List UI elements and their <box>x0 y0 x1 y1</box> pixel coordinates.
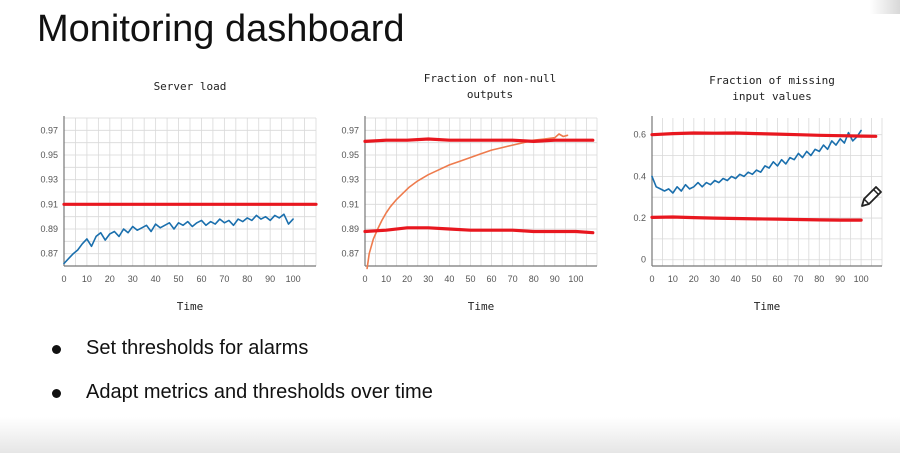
bullet-item: Adapt metrics and thresholds over time <box>48 374 433 418</box>
x-tick-label: 70 <box>508 274 518 284</box>
chart-server-load: 0.87 0.89 0.91 0.93 0.95 0.97 0 10 20 30 40 50 60 70 8… <box>40 80 318 313</box>
x-tick-label: 90 <box>835 274 845 284</box>
x-tick-label: 10 <box>668 274 678 284</box>
y-tick-label: 0.95 <box>341 150 359 160</box>
y-tick-label: 0.91 <box>341 199 359 209</box>
y-tick-label: 0.97 <box>341 125 359 135</box>
x-tick-label: 70 <box>793 274 803 284</box>
y-tick-label: 0.89 <box>40 224 58 234</box>
threshold-line <box>650 131 878 138</box>
y-tick-label: 0.89 <box>341 224 359 234</box>
chart-title: input values <box>732 90 811 103</box>
x-tick-label: 60 <box>487 274 497 284</box>
corner-decoration <box>870 0 900 14</box>
y-tick-label: 0.93 <box>341 175 359 185</box>
y-tick-label: 0.93 <box>40 175 58 185</box>
x-tick-label: 50 <box>465 274 475 284</box>
y-tick-label: 0.95 <box>40 150 58 160</box>
x-tick-label: 0 <box>61 274 66 284</box>
bullet-list: Set thresholds for alarms Adapt metrics … <box>48 330 433 418</box>
x-tick-label: 30 <box>423 274 433 284</box>
metric-line <box>366 133 569 270</box>
chart-title: Fraction of non-null <box>424 72 556 85</box>
x-tick-label: 90 <box>550 274 560 284</box>
x-tick-label: 50 <box>752 274 762 284</box>
x-tick-label: 100 <box>286 274 301 284</box>
y-tick-label: 0.87 <box>40 249 58 259</box>
bullet-dot <box>52 389 61 398</box>
x-tick-label: 80 <box>529 274 539 284</box>
x-tick-label: 80 <box>814 274 824 284</box>
chart-title: Fraction of missing <box>709 74 835 87</box>
x-tick-label: 40 <box>731 274 741 284</box>
x-tick-label: 60 <box>772 274 782 284</box>
x-tick-label: 10 <box>381 274 391 284</box>
y-tick-label: 0.2 <box>633 213 646 223</box>
x-axis-label: Time <box>468 300 495 313</box>
pencil-icon <box>861 186 882 207</box>
x-tick-label: 100 <box>854 274 869 284</box>
x-tick-label: 90 <box>265 274 275 284</box>
video-bottom-bar <box>0 417 900 453</box>
threshold-line <box>363 226 595 235</box>
x-tick-label: 20 <box>105 274 115 284</box>
x-axis-label: Time <box>177 300 204 313</box>
bullet-dot <box>52 345 61 354</box>
x-tick-label: 0 <box>649 274 654 284</box>
chart-fraction-missing-input-values: 0 0.2 0.4 0.6 0 10 20 30 40 50 60 70 80 90 100 Fraction… <box>633 74 883 313</box>
x-tick-label: 20 <box>402 274 412 284</box>
bullet-text: Set thresholds for alarms <box>86 337 309 359</box>
x-tick-label: 100 <box>568 274 583 284</box>
y-tick-label: 0.97 <box>40 125 58 135</box>
metric-line <box>63 213 294 265</box>
x-tick-label: 10 <box>82 274 92 284</box>
chart-fraction-non-null-outputs: 0.87 0.89 0.91 0.93 0.95 0.97 0 10 20 30 40 50 60 70 8… <box>341 72 598 313</box>
threshold-line <box>363 137 595 144</box>
x-tick-label: 40 <box>444 274 454 284</box>
x-axis-label: Time <box>754 300 781 313</box>
bullet-text: Adapt metrics and thresholds over time <box>86 381 433 403</box>
x-tick-label: 30 <box>710 274 720 284</box>
threshold-line <box>650 215 863 222</box>
chart-title: outputs <box>467 88 513 101</box>
bullet-item: Set thresholds for alarms <box>48 330 433 374</box>
y-tick-label: 0.4 <box>633 171 646 181</box>
x-tick-label: 70 <box>219 274 229 284</box>
y-tick-label: 0 <box>641 255 646 265</box>
x-tick-label: 40 <box>151 274 161 284</box>
x-tick-label: 60 <box>196 274 206 284</box>
y-tick-label: 0.6 <box>633 130 646 140</box>
x-tick-label: 0 <box>362 274 367 284</box>
x-tick-label: 80 <box>242 274 252 284</box>
x-tick-label: 50 <box>174 274 184 284</box>
page-title: Monitoring dashboard <box>37 8 405 50</box>
x-tick-label: 20 <box>689 274 699 284</box>
chart-title: Server load <box>154 80 227 93</box>
y-tick-label: 0.87 <box>341 249 359 259</box>
y-tick-label: 0.91 <box>40 199 58 209</box>
metric-line <box>651 129 862 194</box>
x-tick-label: 30 <box>128 274 138 284</box>
